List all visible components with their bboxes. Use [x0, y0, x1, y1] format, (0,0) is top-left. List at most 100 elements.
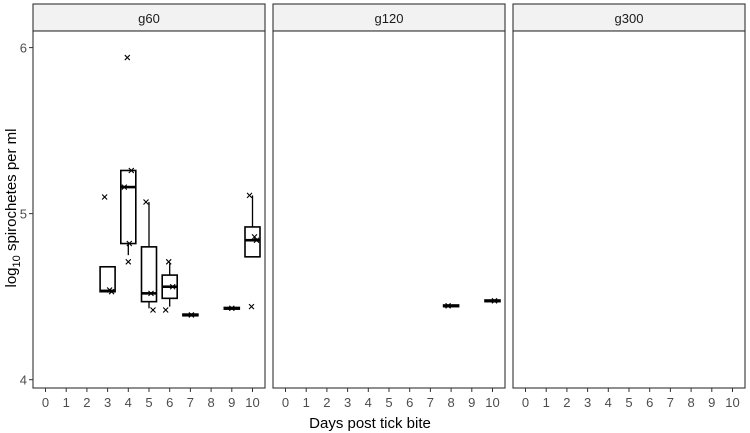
x-tick-label: 10: [485, 395, 499, 410]
plot-panel: [512, 30, 746, 389]
x-tick-label: 6: [646, 395, 653, 410]
x-tick-label: 1: [63, 395, 70, 410]
data-point: [143, 199, 149, 205]
x-tick-label: 10: [245, 395, 259, 410]
x-tick-label: 2: [323, 395, 330, 410]
x-tick-label: 4: [605, 395, 612, 410]
x-tick-label: 3: [584, 395, 591, 410]
facet-strip-label: g300: [615, 11, 644, 26]
data-point-stroke: [246, 192, 253, 199]
data-point-stroke: [101, 194, 108, 200]
boxplot-day-3: [99, 265, 116, 293]
x-tick-label: 7: [667, 395, 674, 410]
data-point-stroke: [162, 307, 169, 313]
x-tick-label: 4: [365, 395, 372, 410]
data-point: [445, 302, 451, 309]
data-point-stroke: [188, 312, 195, 318]
data-point: [126, 240, 133, 247]
data-point: [169, 283, 176, 290]
x-tick-label: 8: [207, 395, 214, 410]
facet-strip: [272, 3, 506, 32]
boxplot-day-10: [484, 299, 501, 303]
y-tick-label: 5: [20, 207, 27, 222]
x-tick-label: 3: [104, 395, 111, 410]
data-point-stroke: [124, 54, 131, 61]
x-tick-label: 0: [282, 395, 289, 410]
data-point-stroke: [491, 297, 498, 304]
boxplot-day-6: [161, 263, 178, 307]
x-tick-label: 4: [125, 395, 132, 410]
y-axis-title-subscript: 10: [11, 255, 23, 267]
data-point: [125, 258, 132, 265]
data-point: [128, 167, 135, 174]
x-tick-label: 9: [708, 395, 715, 410]
data-point: [491, 297, 498, 304]
x-tick-label: 10: [725, 395, 739, 410]
plot-panel: [272, 30, 506, 389]
y-axis: 4 5 6: [20, 41, 33, 388]
data-point: [108, 288, 115, 295]
boxplot-day-4: [120, 169, 137, 256]
y-tick-label: 6: [20, 41, 27, 56]
data-point: [121, 184, 128, 190]
data-point: [253, 237, 260, 244]
data-point-stroke: [253, 237, 260, 244]
x-tick-label: 8: [687, 395, 694, 410]
data-point-stroke: [169, 283, 176, 290]
x-tick-label: 9: [228, 395, 235, 410]
data-point: [150, 307, 156, 313]
x-tick-label: 5: [385, 395, 392, 410]
y-axis-title-log: log: [3, 267, 20, 287]
data-point-stroke: [251, 234, 258, 240]
boxplot-day-8: [442, 304, 460, 308]
data-point: [124, 54, 131, 61]
x-tick-label: 5: [625, 395, 632, 410]
data-point-stroke: [143, 199, 149, 205]
data-point: [251, 234, 258, 240]
y-tick-label: 4: [20, 373, 27, 388]
data-point-stroke: [445, 302, 451, 309]
data-point-stroke: [150, 307, 156, 313]
data-point: [248, 303, 255, 310]
data-point: [188, 312, 195, 318]
x-tick-label: 3: [344, 395, 351, 410]
data-point: [228, 305, 235, 312]
data-point: [165, 258, 172, 265]
x-tick-label: 0: [42, 395, 49, 410]
y-axis-title: log10 spirochetes per ml: [3, 129, 23, 288]
x-tick-label: 7: [427, 395, 434, 410]
facet-strip: [32, 3, 266, 32]
x-tick-label: 1: [543, 395, 550, 410]
facet-strip-label: g60: [138, 11, 160, 26]
data-point-stroke: [248, 303, 255, 310]
data-point-stroke: [148, 290, 154, 297]
facet-strip: [512, 3, 746, 32]
data-point: [162, 307, 169, 313]
x-tick-label: 6: [166, 395, 173, 410]
data-point-stroke: [121, 184, 128, 190]
data-point-stroke: [128, 167, 135, 174]
panel-g300: g300 0 1 2 3 4 5 6 7 8 9 10: [512, 3, 746, 410]
panel-g120: g120 0 1 2 3 4 5 6 7 8 9 10: [272, 3, 506, 410]
x-tick-label: 0: [522, 395, 529, 410]
box-iqr: [120, 169, 137, 245]
box-iqr: [140, 246, 158, 303]
x-tick-label: 2: [83, 395, 90, 410]
data-point: [246, 192, 253, 199]
panel-g60: g60 0 1 2 3 4 5 6 7 8 9 10: [32, 3, 266, 410]
data-point-stroke: [165, 258, 172, 265]
data-point-stroke: [108, 288, 115, 295]
x-tick-label: 6: [406, 395, 413, 410]
x-tick-label: 9: [468, 395, 475, 410]
x-tick-label: 2: [563, 395, 570, 410]
x-tick-label: 7: [187, 395, 194, 410]
data-point: [148, 290, 154, 297]
x-tick-label: 8: [447, 395, 454, 410]
x-axis-title: Days post tick bite: [309, 415, 431, 432]
x-tick-label: 5: [145, 395, 152, 410]
data-point: [101, 194, 108, 200]
boxplot-day-5: [140, 202, 158, 309]
data-point-stroke: [126, 240, 133, 247]
